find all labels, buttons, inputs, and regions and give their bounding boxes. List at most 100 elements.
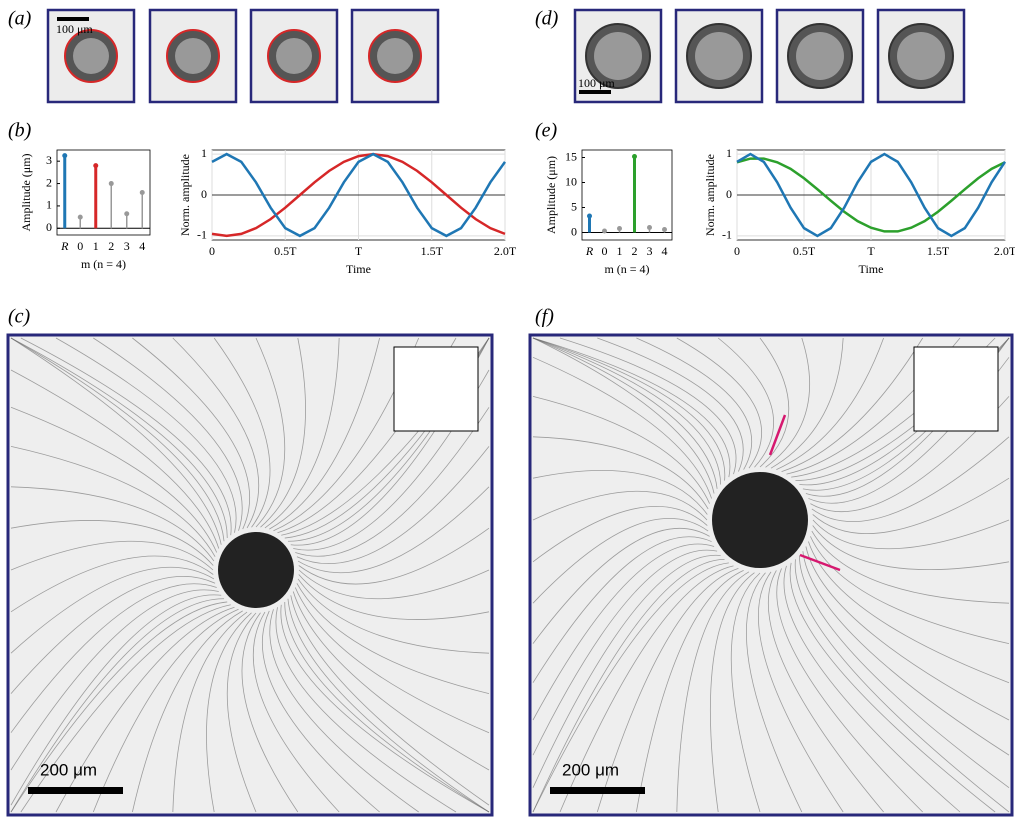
y-tick-label: 1 <box>201 146 207 160</box>
streak <box>532 506 708 563</box>
streak <box>269 337 380 530</box>
streak <box>295 407 490 557</box>
droplet-core <box>175 38 211 74</box>
streak <box>275 607 457 813</box>
panel-label: (e) <box>535 120 558 142</box>
y-axis-label: Amplitude (μm) <box>544 156 558 234</box>
streak <box>10 486 215 562</box>
x-tick-label: 1.5T <box>927 244 950 258</box>
stem-head <box>632 154 637 159</box>
streak <box>290 595 490 806</box>
streak <box>770 337 844 469</box>
arrow <box>768 414 787 456</box>
x-tick-label: 4 <box>139 239 145 253</box>
y-axis-label: Amplitude (μm) <box>19 153 33 231</box>
scale-bar <box>550 787 645 794</box>
streak <box>10 598 225 813</box>
streak <box>781 337 924 472</box>
stem-head <box>93 163 99 169</box>
droplet-core <box>594 32 642 80</box>
streak <box>810 536 1010 644</box>
stem-head <box>617 226 622 231</box>
streak <box>532 337 731 478</box>
line <box>736 157 1006 233</box>
x-tick-label: 2 <box>632 244 638 258</box>
droplet-core <box>276 38 312 74</box>
line <box>211 152 507 238</box>
streak <box>812 525 1010 570</box>
streak <box>298 574 490 620</box>
y-tick-label: -1 <box>722 228 732 242</box>
panel-label: (b) <box>8 120 32 142</box>
streak <box>805 546 1010 721</box>
streak <box>758 571 844 813</box>
y-tick-label: 1 <box>726 146 732 160</box>
streak <box>767 570 884 813</box>
streak <box>635 570 744 813</box>
streak <box>676 337 763 469</box>
streak <box>532 517 709 604</box>
streak <box>284 601 490 813</box>
streak <box>532 543 715 721</box>
streak <box>55 337 237 533</box>
streak <box>252 611 340 813</box>
streak <box>10 589 219 771</box>
image-panels <box>6 8 1014 817</box>
scale-label: 200 μm <box>40 760 97 779</box>
stem-head <box>108 181 114 187</box>
streak <box>532 396 710 504</box>
x-axis-label: m (n = 4) <box>604 262 649 276</box>
streak <box>798 555 1010 788</box>
streak <box>10 520 214 566</box>
streak <box>297 486 490 574</box>
streak <box>812 519 1010 550</box>
streak <box>20 337 232 536</box>
streak <box>264 337 340 529</box>
x-tick-label: 0 <box>77 239 83 253</box>
streak <box>759 337 789 468</box>
streak <box>532 490 708 521</box>
streak <box>93 337 243 531</box>
streak <box>559 565 734 813</box>
droplet-core <box>377 38 413 74</box>
stem-head <box>647 225 652 230</box>
x-tick-label: 3 <box>647 244 653 258</box>
scale-bar <box>57 17 89 21</box>
scale-label: 100 μm <box>56 22 93 36</box>
streak <box>776 337 884 470</box>
stem-head <box>62 153 68 159</box>
streak <box>10 406 218 553</box>
droplet-core <box>897 32 945 80</box>
streak <box>532 528 710 644</box>
streak <box>532 562 729 813</box>
streak <box>532 337 722 485</box>
streak <box>296 446 490 565</box>
x-tick-label: 1 <box>93 239 99 253</box>
stem-head <box>602 228 607 234</box>
x-tick-label: 4 <box>662 244 668 258</box>
droplet-core <box>796 32 844 80</box>
streak <box>297 578 490 654</box>
y-tick-label: 3 <box>46 153 52 167</box>
y-tick-label: 0 <box>46 220 52 234</box>
y-tick-label: 0 <box>571 224 577 238</box>
streak <box>292 591 490 771</box>
scale-bar <box>28 787 123 794</box>
plot-frame <box>56 149 151 236</box>
streak <box>532 337 726 481</box>
streak <box>532 436 709 510</box>
x-axis-label: m (n = 4) <box>81 257 126 271</box>
stem-head <box>124 211 130 217</box>
x-axis-label: Time <box>346 262 371 276</box>
line <box>211 152 506 238</box>
x-tick-label: 2.0T <box>494 244 517 258</box>
streak <box>776 568 923 813</box>
x-tick-label: 1 <box>617 244 623 258</box>
streak <box>532 337 715 494</box>
streak <box>294 587 490 734</box>
scale-bar <box>579 90 611 94</box>
droplet <box>712 472 808 568</box>
streak <box>10 446 216 557</box>
streak <box>532 356 712 499</box>
